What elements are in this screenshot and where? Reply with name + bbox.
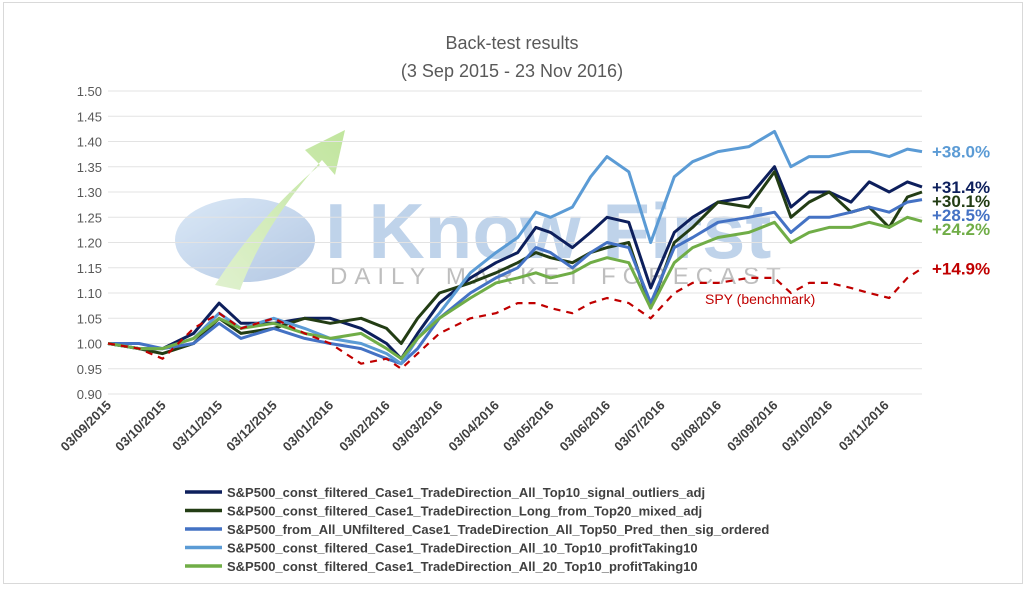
legend-entry-3: S&P500_from_All_UNfiltered_Case1_TradeDi… <box>227 522 769 537</box>
legend-entry-5: S&P500_const_filtered_Case1_TradeDirecti… <box>227 559 698 574</box>
y-tick-label: 1.35 <box>77 160 102 175</box>
annotations: SPY (benchmark) <box>705 291 815 307</box>
x-tick-label: 03/08/2016 <box>668 398 725 455</box>
x-tick-label: 03/10/2015 <box>112 398 169 455</box>
x-tick-label: 03/07/2016 <box>611 398 668 455</box>
end-label-4: +38.0% <box>932 143 990 162</box>
x-tick-label: 03/01/2016 <box>280 398 337 455</box>
end-label-3: +28.5% <box>932 206 990 225</box>
series-lines <box>107 129 923 370</box>
end-label-2: +30.1% <box>932 192 990 211</box>
y-tick-label: 1.05 <box>77 311 102 326</box>
watermark-arrow-icon <box>215 130 345 290</box>
x-tick-label: 03/09/2016 <box>724 398 781 455</box>
y-tick-label: 1.20 <box>77 236 102 251</box>
gridlines <box>108 90 922 395</box>
series-line-5 <box>107 215 923 361</box>
end-labels: +38.0% +31.4%+30.1%+28.5%+24.2% +14.9% <box>932 143 990 279</box>
chart-title: Back-test results <box>445 33 578 53</box>
y-tick-label: 1.00 <box>77 337 102 352</box>
x-tick-label: 03/05/2016 <box>500 398 557 455</box>
legend-entry-1: S&P500_const_filtered_Case1_TradeDirecti… <box>227 485 705 500</box>
y-tick-label: 1.30 <box>77 185 102 200</box>
y-tick-label: 1.10 <box>77 286 102 301</box>
x-tick-label: 03/09/2015 <box>57 398 114 455</box>
x-tick-label: 03/03/2016 <box>389 398 446 455</box>
end-label-6: +14.9% <box>932 259 990 278</box>
series-line-6 <box>107 267 923 370</box>
legend: S&P500_const_filtered_Case1_TradeDirecti… <box>185 485 769 574</box>
series-line-4 <box>107 129 923 366</box>
watermark-swoosh-icon <box>175 198 315 282</box>
legend-entry-4: S&P500_const_filtered_Case1_TradeDirecti… <box>227 541 698 556</box>
chart-subtitle: (3 Sep 2015 - 23 Nov 2016) <box>401 61 623 81</box>
end-label-1: +31.4% <box>932 178 990 197</box>
x-tick-label: 03/11/2015 <box>169 398 225 454</box>
x-tick-label: 03/10/2016 <box>779 398 836 455</box>
x-tick-label: 03/04/2016 <box>445 398 502 455</box>
y-tick-label: 1.40 <box>77 135 102 150</box>
x-tick-label: 03/11/2016 <box>836 398 892 454</box>
y-tick-label: 1.25 <box>77 210 102 225</box>
series-line-3 <box>108 198 923 366</box>
benchmark-annotation: SPY (benchmark) <box>705 291 815 307</box>
y-tick-label: 0.95 <box>77 362 102 377</box>
x-tick-label: 03/06/2016 <box>556 398 613 455</box>
y-tick-label: 1.50 <box>77 84 102 99</box>
legend-entry-2: S&P500_const_filtered_Case1_TradeDirecti… <box>227 504 702 519</box>
x-tick-label: 03/12/2015 <box>223 398 280 455</box>
y-tick-label: 1.45 <box>77 109 102 124</box>
x-tick-label: 03/02/2016 <box>336 398 393 455</box>
y-tick-label: 1.15 <box>77 261 102 276</box>
y-axis-ticks: 0.90 0.95 1.00 1.05 1.10 1.15 1.20 1.25 1.30 1.35… <box>77 84 102 402</box>
end-label-5: +24.2% <box>932 220 990 239</box>
y-tick-label: 0.90 <box>77 387 102 402</box>
